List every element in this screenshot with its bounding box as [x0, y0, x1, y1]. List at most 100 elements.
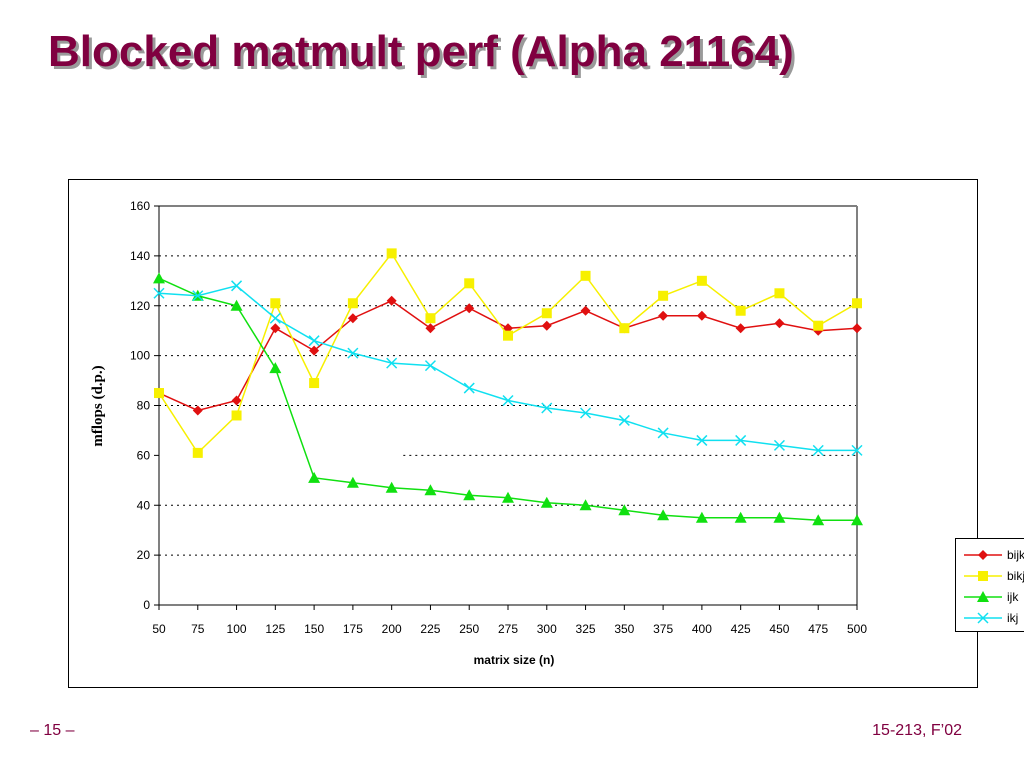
point-ijk — [734, 511, 747, 523]
legend-marker-bijk — [978, 549, 988, 560]
point-bijk — [347, 313, 358, 324]
point-ikj — [580, 407, 592, 419]
point-bijk — [696, 310, 707, 321]
point-ijk — [308, 471, 321, 483]
y-tick-label: 120 — [130, 299, 150, 313]
point-ikj — [192, 290, 204, 302]
point-bikj — [696, 275, 707, 286]
point-bikj — [309, 378, 320, 389]
point-ijk — [502, 491, 514, 503]
legend-swatch-bikj — [964, 570, 1002, 581]
series-bikj — [154, 248, 862, 458]
chart-frame: 0 20 40 60 80 100 120 140 160 50 75 100 125 150 175 20… — [68, 179, 1024, 688]
point-ikj — [696, 434, 708, 446]
y-axis-ticks: 0 20 40 60 80 100 120 140 160 — [130, 199, 159, 612]
point-ikj — [541, 402, 553, 414]
point-bikj — [270, 298, 281, 309]
y-axis-label: mflops (d.p.) — [90, 365, 106, 446]
point-bijk — [425, 323, 436, 334]
point-bijk — [464, 303, 475, 314]
point-bikj — [541, 308, 552, 319]
point-ijk — [851, 514, 863, 526]
point-bijk — [580, 305, 591, 316]
point-ijk — [657, 509, 670, 521]
point-bikj — [852, 298, 862, 309]
point-ijk — [812, 514, 825, 526]
legend-swatch-bijk — [964, 549, 1002, 560]
x-tick-label: 225 — [420, 622, 440, 636]
legend-label: ijk — [1007, 589, 1019, 604]
point-ijk — [346, 476, 359, 488]
point-bikj — [774, 288, 785, 299]
series-line-ikj — [158, 284, 857, 452]
point-bikj — [231, 410, 242, 421]
point-ijk — [773, 511, 786, 523]
point-ijk — [695, 511, 708, 523]
point-ikj — [308, 335, 320, 347]
point-ikj — [463, 382, 475, 394]
point-bijk — [735, 323, 746, 334]
series-group — [153, 248, 863, 526]
x-axis-ticks: 50 75 100 125 150 175 200 225 250 275 300 325 350 375… — [152, 605, 867, 636]
legend-label: ikj — [1007, 610, 1019, 625]
legend-item-bikj: bikj — [962, 565, 1024, 586]
point-bijk — [386, 295, 397, 306]
point-bikj — [619, 323, 630, 334]
point-bijk — [852, 323, 862, 334]
point-ijk — [153, 272, 165, 284]
x-tick-label: 350 — [614, 622, 634, 636]
point-bikj — [735, 305, 746, 316]
point-bijk — [192, 405, 203, 416]
point-ikj — [153, 287, 165, 299]
page-number: – 15 – — [30, 722, 75, 739]
point-ikj — [269, 312, 281, 324]
legend-swatch-ikj — [964, 611, 1002, 624]
point-ikj — [231, 280, 243, 292]
point-ikj — [735, 434, 747, 446]
point-bikj — [192, 447, 203, 458]
point-bikj — [503, 330, 513, 341]
y-tick-label: 80 — [137, 399, 151, 413]
point-ikj — [851, 444, 863, 456]
y-tick-label: 20 — [137, 548, 151, 562]
y-tick-label: 100 — [130, 349, 150, 363]
point-bijk — [231, 395, 242, 406]
series-ijk — [153, 272, 863, 526]
point-bikj — [386, 248, 397, 259]
x-tick-label: 300 — [537, 622, 557, 636]
point-bikj — [154, 388, 164, 399]
legend-marker-bikj — [978, 570, 988, 581]
x-tick-label: 50 — [152, 622, 166, 636]
point-bijk — [774, 318, 785, 329]
series-ikj — [153, 280, 863, 456]
point-bikj — [813, 320, 824, 331]
x-tick-label: 175 — [343, 622, 363, 636]
slide-title: Blocked matmult perf (Alpha 21164) — [48, 27, 794, 76]
x-tick-label: 200 — [382, 622, 402, 636]
legend-label: bijk — [1007, 547, 1024, 562]
point-ijk — [424, 484, 437, 496]
x-tick-label: 425 — [731, 622, 751, 636]
point-ikj — [773, 439, 785, 451]
point-bijk — [270, 323, 281, 334]
point-ikj — [812, 444, 824, 456]
line-chart: 0 20 40 60 80 100 120 140 160 50 75 100 125 150 175 20… — [90, 199, 867, 667]
legend-item-ijk: ijk — [962, 586, 1024, 607]
point-ijk — [463, 489, 476, 501]
legend-label: bikj — [1007, 568, 1024, 583]
point-ijk — [385, 481, 398, 493]
x-tick-label: 375 — [653, 622, 673, 636]
point-ikj — [657, 427, 669, 439]
x-tick-label: 150 — [304, 622, 324, 636]
point-bijk — [309, 345, 320, 356]
y-tick-label: 40 — [137, 498, 151, 512]
point-ijk — [540, 496, 553, 508]
series-line-bikj — [158, 252, 858, 455]
y-tick-label: 0 — [143, 598, 150, 612]
x-tick-label: 400 — [692, 622, 712, 636]
point-bikj — [580, 270, 591, 281]
point-ikj — [347, 347, 359, 359]
legend-swatch-ijk — [964, 590, 1002, 602]
x-axis-label: matrix size (n) — [474, 653, 555, 667]
y-tick-label: 160 — [130, 199, 150, 213]
